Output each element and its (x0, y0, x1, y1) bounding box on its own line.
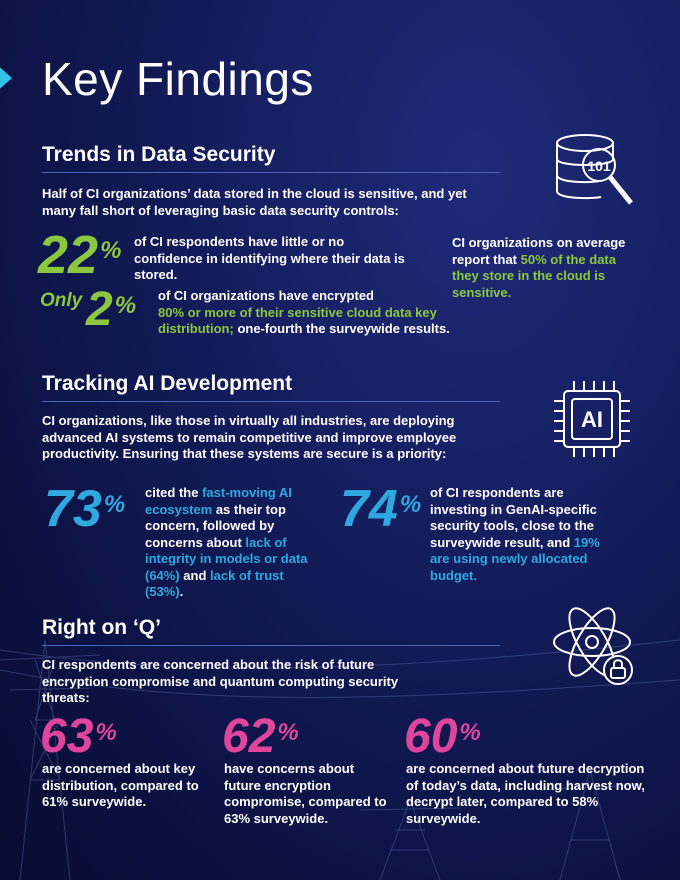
section-divider (42, 172, 500, 173)
page-title: Key Findings (42, 53, 314, 105)
stat-62-text: have concerns about future encryption co… (224, 761, 387, 826)
icon-label-101: 101 (587, 158, 611, 174)
chevron-marker-icon (0, 62, 12, 94)
section-divider (42, 401, 500, 402)
stat-60-text: are concerned about future decryption of… (406, 761, 645, 826)
section-intro: CI respondents are concerned about the r… (42, 657, 399, 705)
section-heading-data-security: Trends in Data Security (42, 143, 276, 166)
database-search-icon: 101 (556, 134, 633, 205)
stat-74-text: of CI respondents are investing in GenAI… (430, 485, 600, 583)
stat-22-text: of CI respondents have little or no conf… (134, 234, 405, 282)
section-divider (42, 645, 500, 646)
section-heading-right-on-q: Right on ‘Q’ (42, 616, 161, 639)
section-intro: CI organizations, like those in virtuall… (42, 413, 457, 461)
atom-lock-icon (553, 607, 633, 685)
stat-2-text: of CI organizations have encrypted 80% o… (158, 288, 450, 336)
ai-chip-icon: AI (554, 381, 630, 457)
stat-22-percent: 22% (38, 225, 122, 285)
section-intro: Half of CI organizations’ data stored in… (42, 186, 467, 218)
stat-73-text: cited the fast-moving AI ecosystem as th… (145, 485, 308, 599)
stat-63-text: are concerned about key distribution, co… (42, 761, 199, 809)
stat-62-percent: 62% (222, 710, 299, 763)
stat-73-percent: 73% (44, 480, 126, 538)
stat-2-percent: 2% (86, 283, 137, 336)
stat-63-percent: 63% (40, 710, 117, 763)
side-note-sensitive-data: CI organizations on average report that … (452, 235, 626, 300)
stat-60-percent: 60% (404, 710, 481, 763)
stat-74-percent: 74% (340, 480, 422, 538)
stat-only-label: Only (40, 290, 83, 311)
icon-label-ai: AI (581, 407, 603, 432)
section-heading-ai-development: Tracking AI Development (42, 372, 293, 395)
